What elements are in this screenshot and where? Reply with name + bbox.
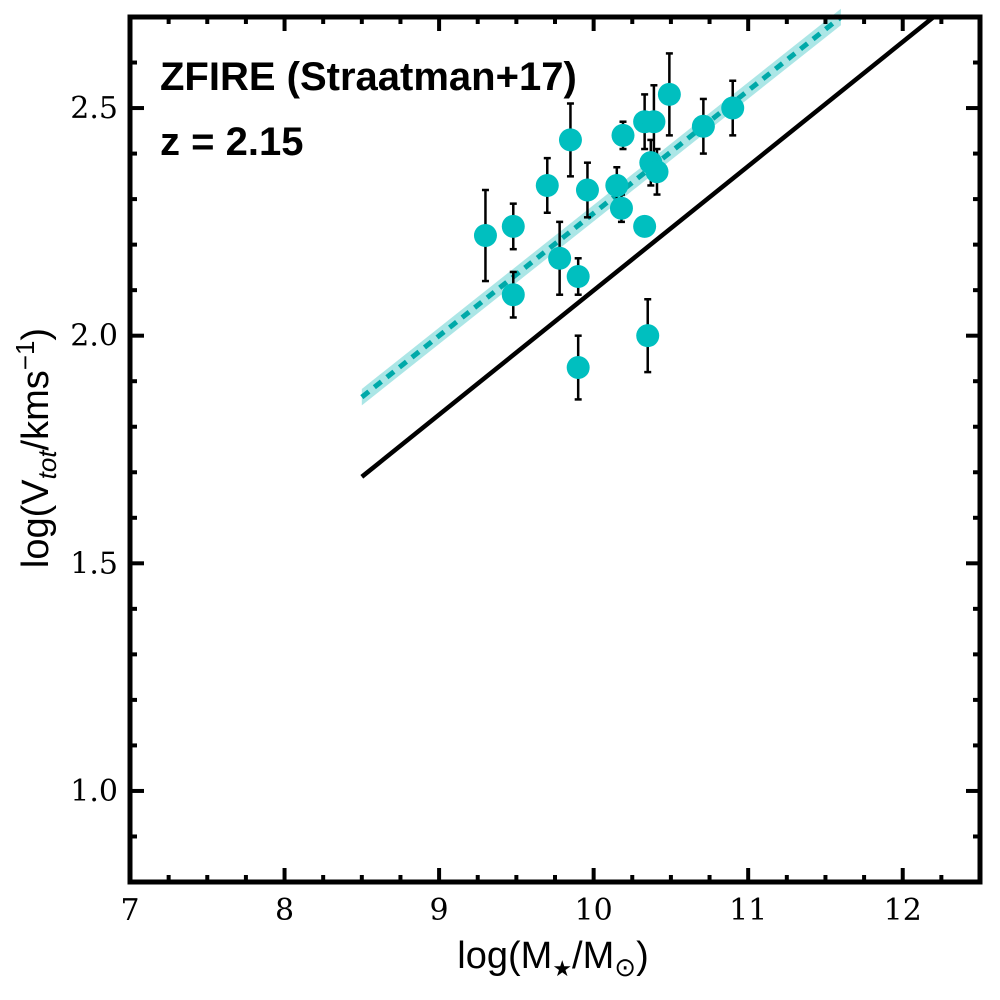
y-tick-label: 2.5 <box>70 91 118 126</box>
reference-line-solid <box>360 15 936 479</box>
x-tick-label: 7 <box>120 893 139 928</box>
data-point <box>642 110 666 134</box>
data-point <box>535 173 559 197</box>
data-point <box>633 214 657 238</box>
x-tick-label: 8 <box>275 893 294 928</box>
data-point <box>605 173 629 197</box>
x-tick-label: 9 <box>430 893 449 928</box>
y-tick-label: 2.0 <box>70 319 118 354</box>
x-axis-label: log(M★/M⊙) <box>457 935 648 982</box>
data-point <box>636 324 660 348</box>
data-points-group <box>473 82 745 380</box>
data-point <box>501 283 525 307</box>
y-axis-label: log(Vtot/kms−1) <box>10 328 62 568</box>
data-point <box>657 82 681 106</box>
x-tick-label: 10 <box>575 893 613 928</box>
fit-line-dotted <box>360 15 843 400</box>
y-tick-label: 1.0 <box>70 774 118 809</box>
annotation-redshift: z = 2.15 <box>160 120 303 164</box>
annotation-survey: ZFIRE (Straatman+17) <box>160 55 577 99</box>
data-point <box>473 224 497 248</box>
tick-labels-group: 7 8 9 10 11 12 1.0 1.5 2.0 2.5 <box>70 91 922 928</box>
data-point <box>611 123 635 147</box>
data-point <box>566 356 590 380</box>
data-point <box>691 114 715 138</box>
data-point <box>575 178 599 202</box>
data-point <box>501 214 525 238</box>
ticks-group <box>130 17 980 882</box>
y-tick-label: 1.5 <box>70 546 118 581</box>
data-point <box>558 128 582 152</box>
data-point <box>721 96 745 120</box>
x-tick-label: 12 <box>884 893 922 928</box>
data-point <box>566 265 590 288</box>
relation-lines-group <box>360 15 936 479</box>
x-tick-label: 11 <box>729 893 767 928</box>
data-point <box>609 196 633 220</box>
data-point <box>645 160 669 184</box>
data-point <box>548 246 572 270</box>
